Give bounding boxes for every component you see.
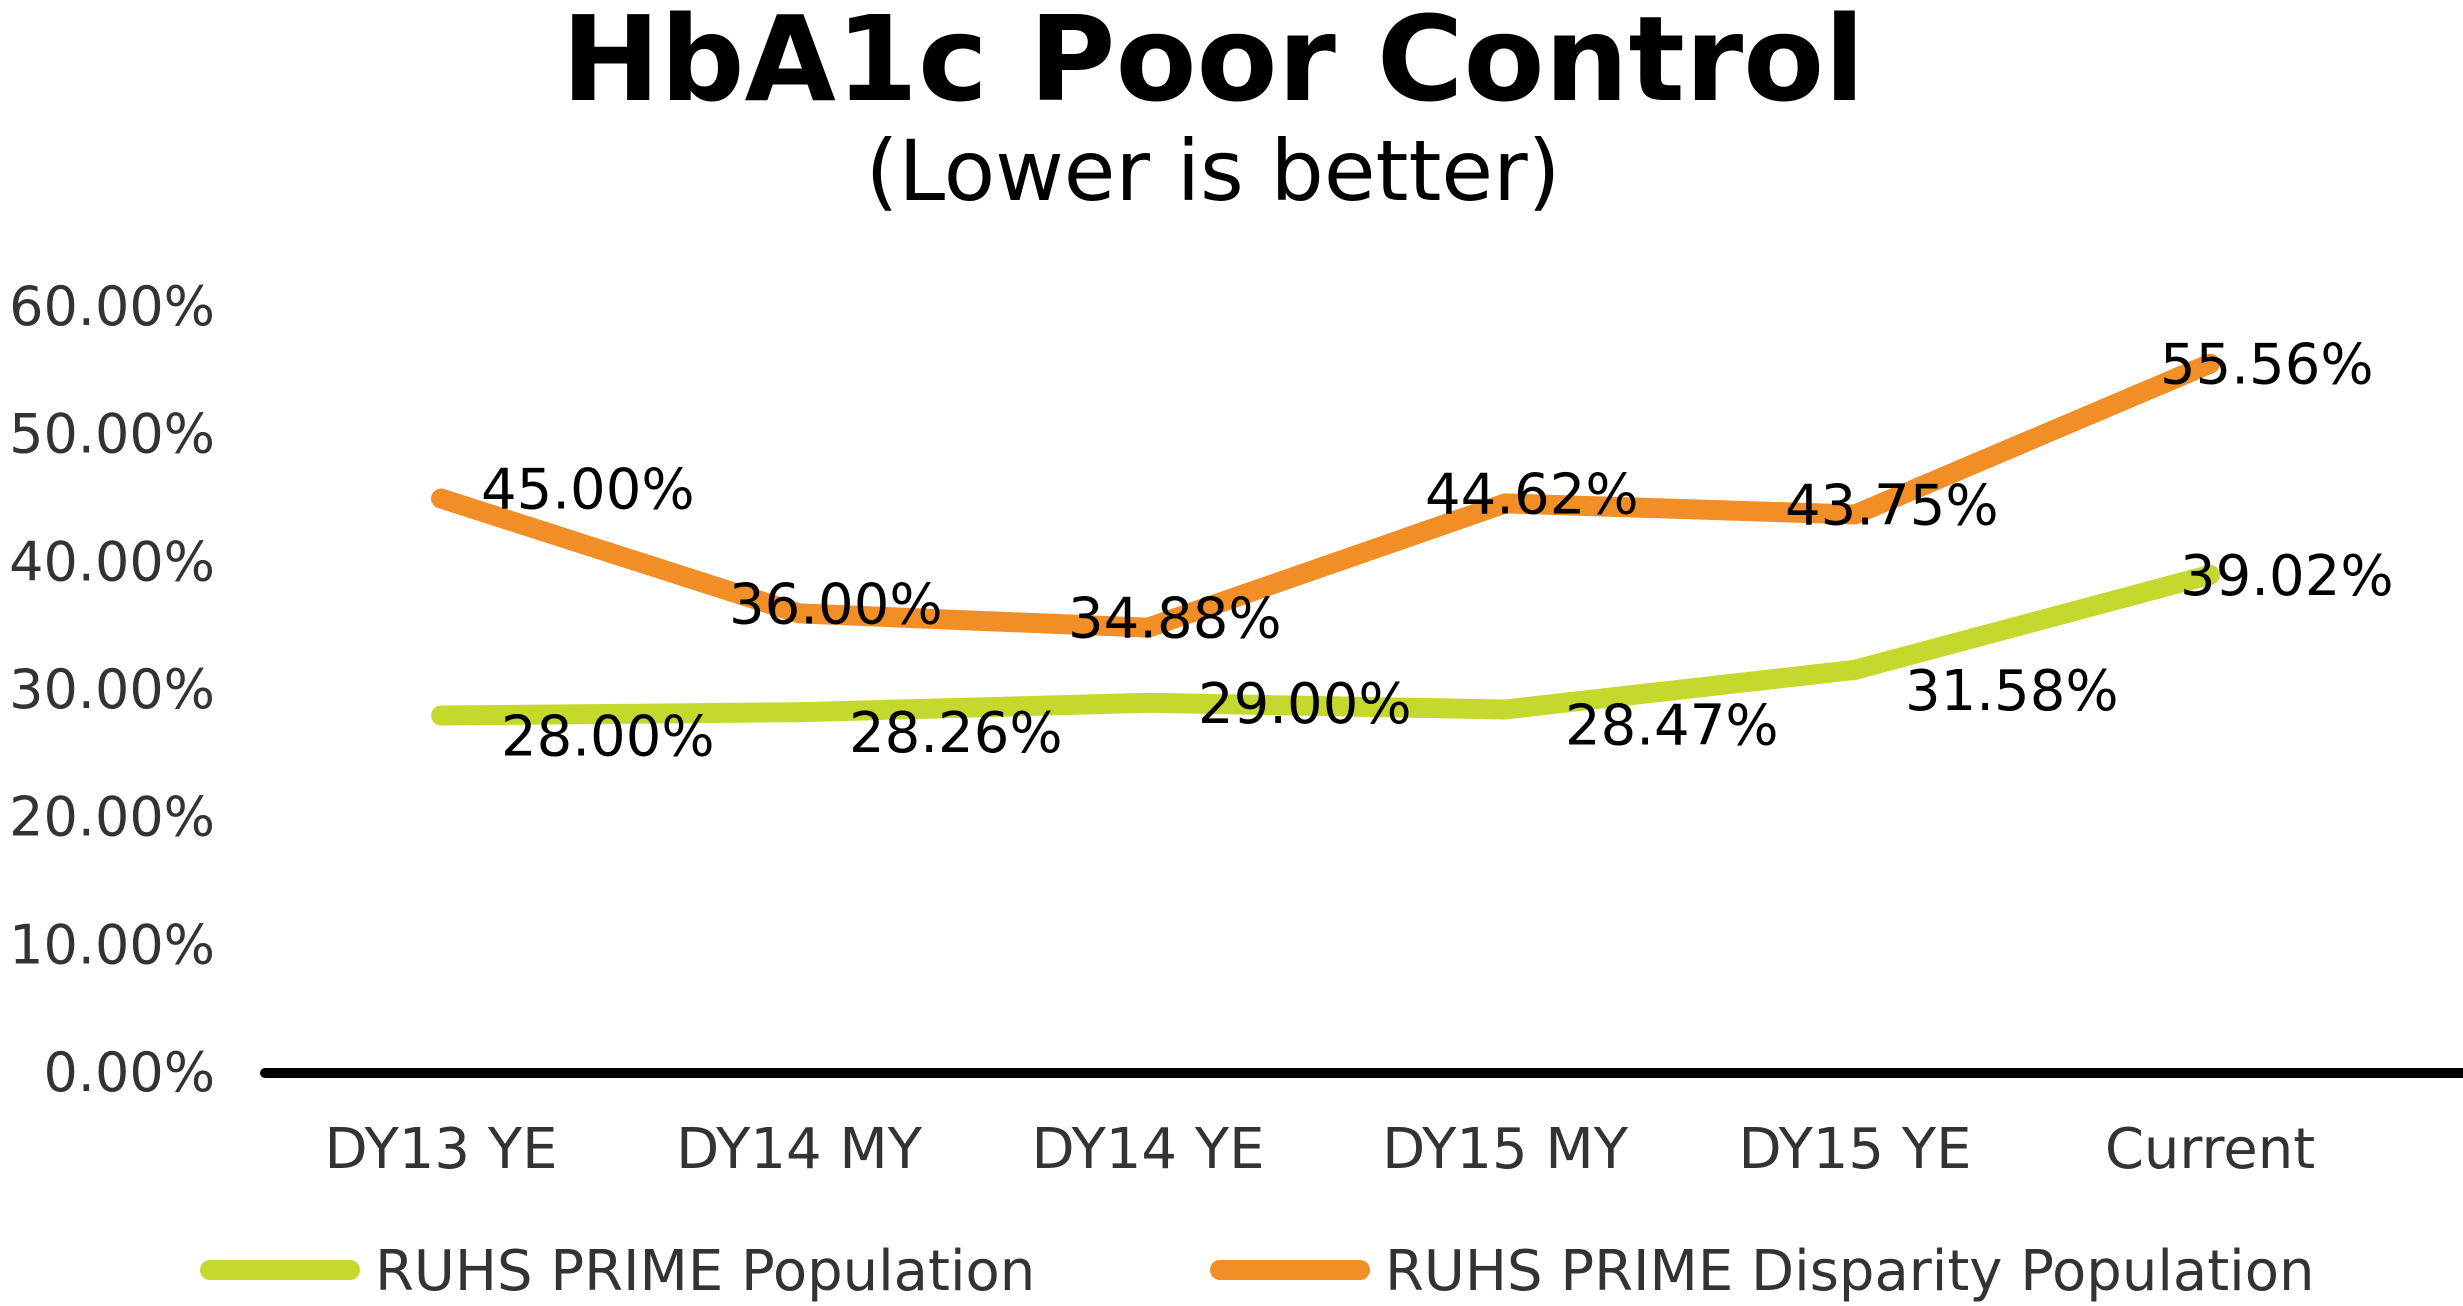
x-category-label: DY15 MY	[1382, 1117, 1629, 1182]
data-label: 28.00%	[501, 705, 715, 770]
data-labels: 28.00% 28.26% 29.00% 28.47% 31.58% 39.02% 45.0…	[481, 333, 2394, 770]
data-label: 44.62%	[1425, 462, 1639, 527]
data-label: 28.26%	[849, 701, 1063, 766]
data-label: 39.02%	[2180, 544, 2394, 609]
series-lines	[431, 353, 2220, 726]
y-tick-label: 30.00%	[9, 658, 215, 721]
x-category-label: DY14 MY	[676, 1117, 923, 1182]
legend-label: RUHS PRIME Population	[375, 1239, 1035, 1304]
data-label: 29.00%	[1198, 672, 1412, 737]
series-line-disparity	[431, 353, 2220, 638]
y-tick-label: 60.00%	[9, 275, 215, 338]
data-label: 45.00%	[481, 458, 695, 523]
data-label: 31.58%	[1905, 659, 2119, 724]
data-label: 55.56%	[2160, 333, 2374, 398]
x-category-label: Current	[2105, 1117, 2315, 1182]
data-label: 43.75%	[1785, 473, 1999, 538]
legend-label: RUHS PRIME Disparity Population	[1385, 1239, 2314, 1304]
y-tick-label: 40.00%	[9, 530, 215, 593]
x-category-label: DY14 YE	[1032, 1117, 1265, 1182]
y-tick-label: 10.00%	[9, 913, 215, 976]
data-label: 34.88%	[1068, 587, 1282, 652]
x-category-label: DY13 YE	[325, 1117, 558, 1182]
data-label: 28.47%	[1565, 694, 1779, 759]
series-line-population	[431, 564, 2220, 726]
x-axis-categories: DY13 YE DY14 MY DY14 YE DY15 MY DY15 YE Curre…	[325, 1117, 2316, 1182]
y-axis-ticks: 0.00% 10.00% 20.00% 30.00% 40.00% 50.00% 60.00…	[9, 275, 215, 1104]
y-tick-label: 20.00%	[9, 786, 215, 849]
chart-subtitle: (Lower is better)	[866, 122, 1561, 220]
chart-title: HbA1c Poor Control	[561, 0, 1864, 128]
x-category-label: DY15 YE	[1739, 1117, 1972, 1182]
y-tick-label: 0.00%	[43, 1041, 215, 1104]
y-tick-label: 50.00%	[9, 403, 215, 466]
data-label: 36.00%	[729, 572, 943, 637]
legend: RUHS PRIME Population RUHS PRIME Disparit…	[200, 1239, 2314, 1304]
